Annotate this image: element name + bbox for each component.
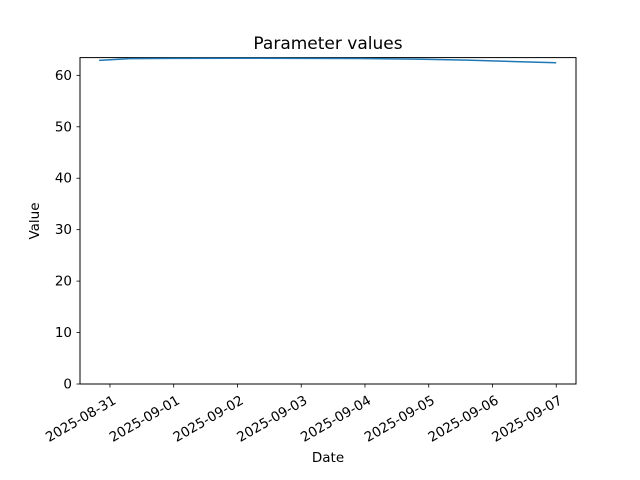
plot-area: 2025-08-312025-09-012025-09-022025-09-03… (43, 57, 577, 446)
x-tick-label: 2025-09-07 (489, 393, 565, 446)
y-tick-label: 50 (55, 119, 72, 135)
x-tick-label: 2025-09-03 (234, 393, 310, 446)
y-tick-label: 40 (55, 171, 72, 187)
y-tick-label: 60 (55, 68, 72, 84)
x-tick-label: 2025-09-04 (298, 393, 374, 446)
series-line-parameter-values (99, 57, 557, 64)
x-tick-label: 2025-09-02 (171, 393, 247, 446)
y-tick-label: 10 (55, 325, 72, 341)
x-tick-label: 2025-09-01 (107, 393, 183, 446)
chart-title: Parameter values (253, 34, 402, 54)
x-tick-label: 2025-08-31 (43, 393, 119, 446)
y-tick-label: 30 (55, 222, 72, 238)
x-tick-label: 2025-09-05 (362, 393, 438, 446)
y-tick-label: 0 (63, 377, 72, 393)
y-axis-label: Value (27, 202, 43, 239)
y-tick-label: 20 (55, 274, 72, 290)
axes-spines (79, 57, 577, 385)
x-axis-label: Date (312, 450, 344, 466)
x-tick-label: 2025-09-06 (426, 393, 502, 446)
